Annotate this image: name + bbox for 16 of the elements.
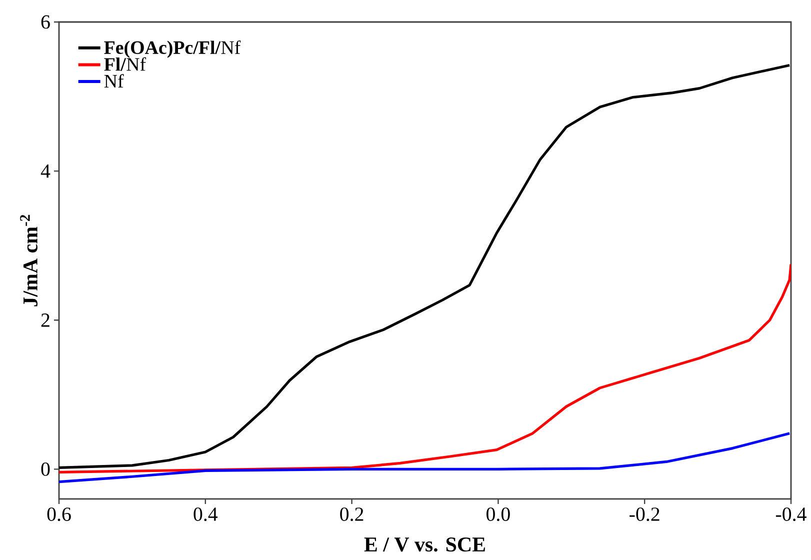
- x-tick-label: -0.4: [776, 508, 806, 522]
- x-tick-label: 0.0: [486, 508, 510, 522]
- legend-label: Fe(OAc)Pc/Fl/Nf: [104, 40, 241, 58]
- y-tick-label: 6: [41, 15, 50, 29]
- legend-label: Fl/Nf: [104, 57, 146, 71]
- x-tick-label: 0.6: [47, 508, 71, 522]
- y-tick-label: 2: [41, 314, 50, 327]
- x-axis-title: E / V vs. SCE: [364, 537, 485, 552]
- y-tick-label: 4: [40, 164, 50, 178]
- line-series: [59, 432, 791, 484]
- x-tick-label: -0.2: [630, 508, 660, 522]
- x-tick-label: 0.2: [340, 508, 364, 522]
- x-tick-label: 0.4: [194, 508, 218, 522]
- y-axis-title: J/mA cm$^{-2}$: [20, 214, 38, 306]
- y-tick-label: 0: [41, 462, 50, 476]
- legend-label: Nf: [104, 74, 124, 88]
